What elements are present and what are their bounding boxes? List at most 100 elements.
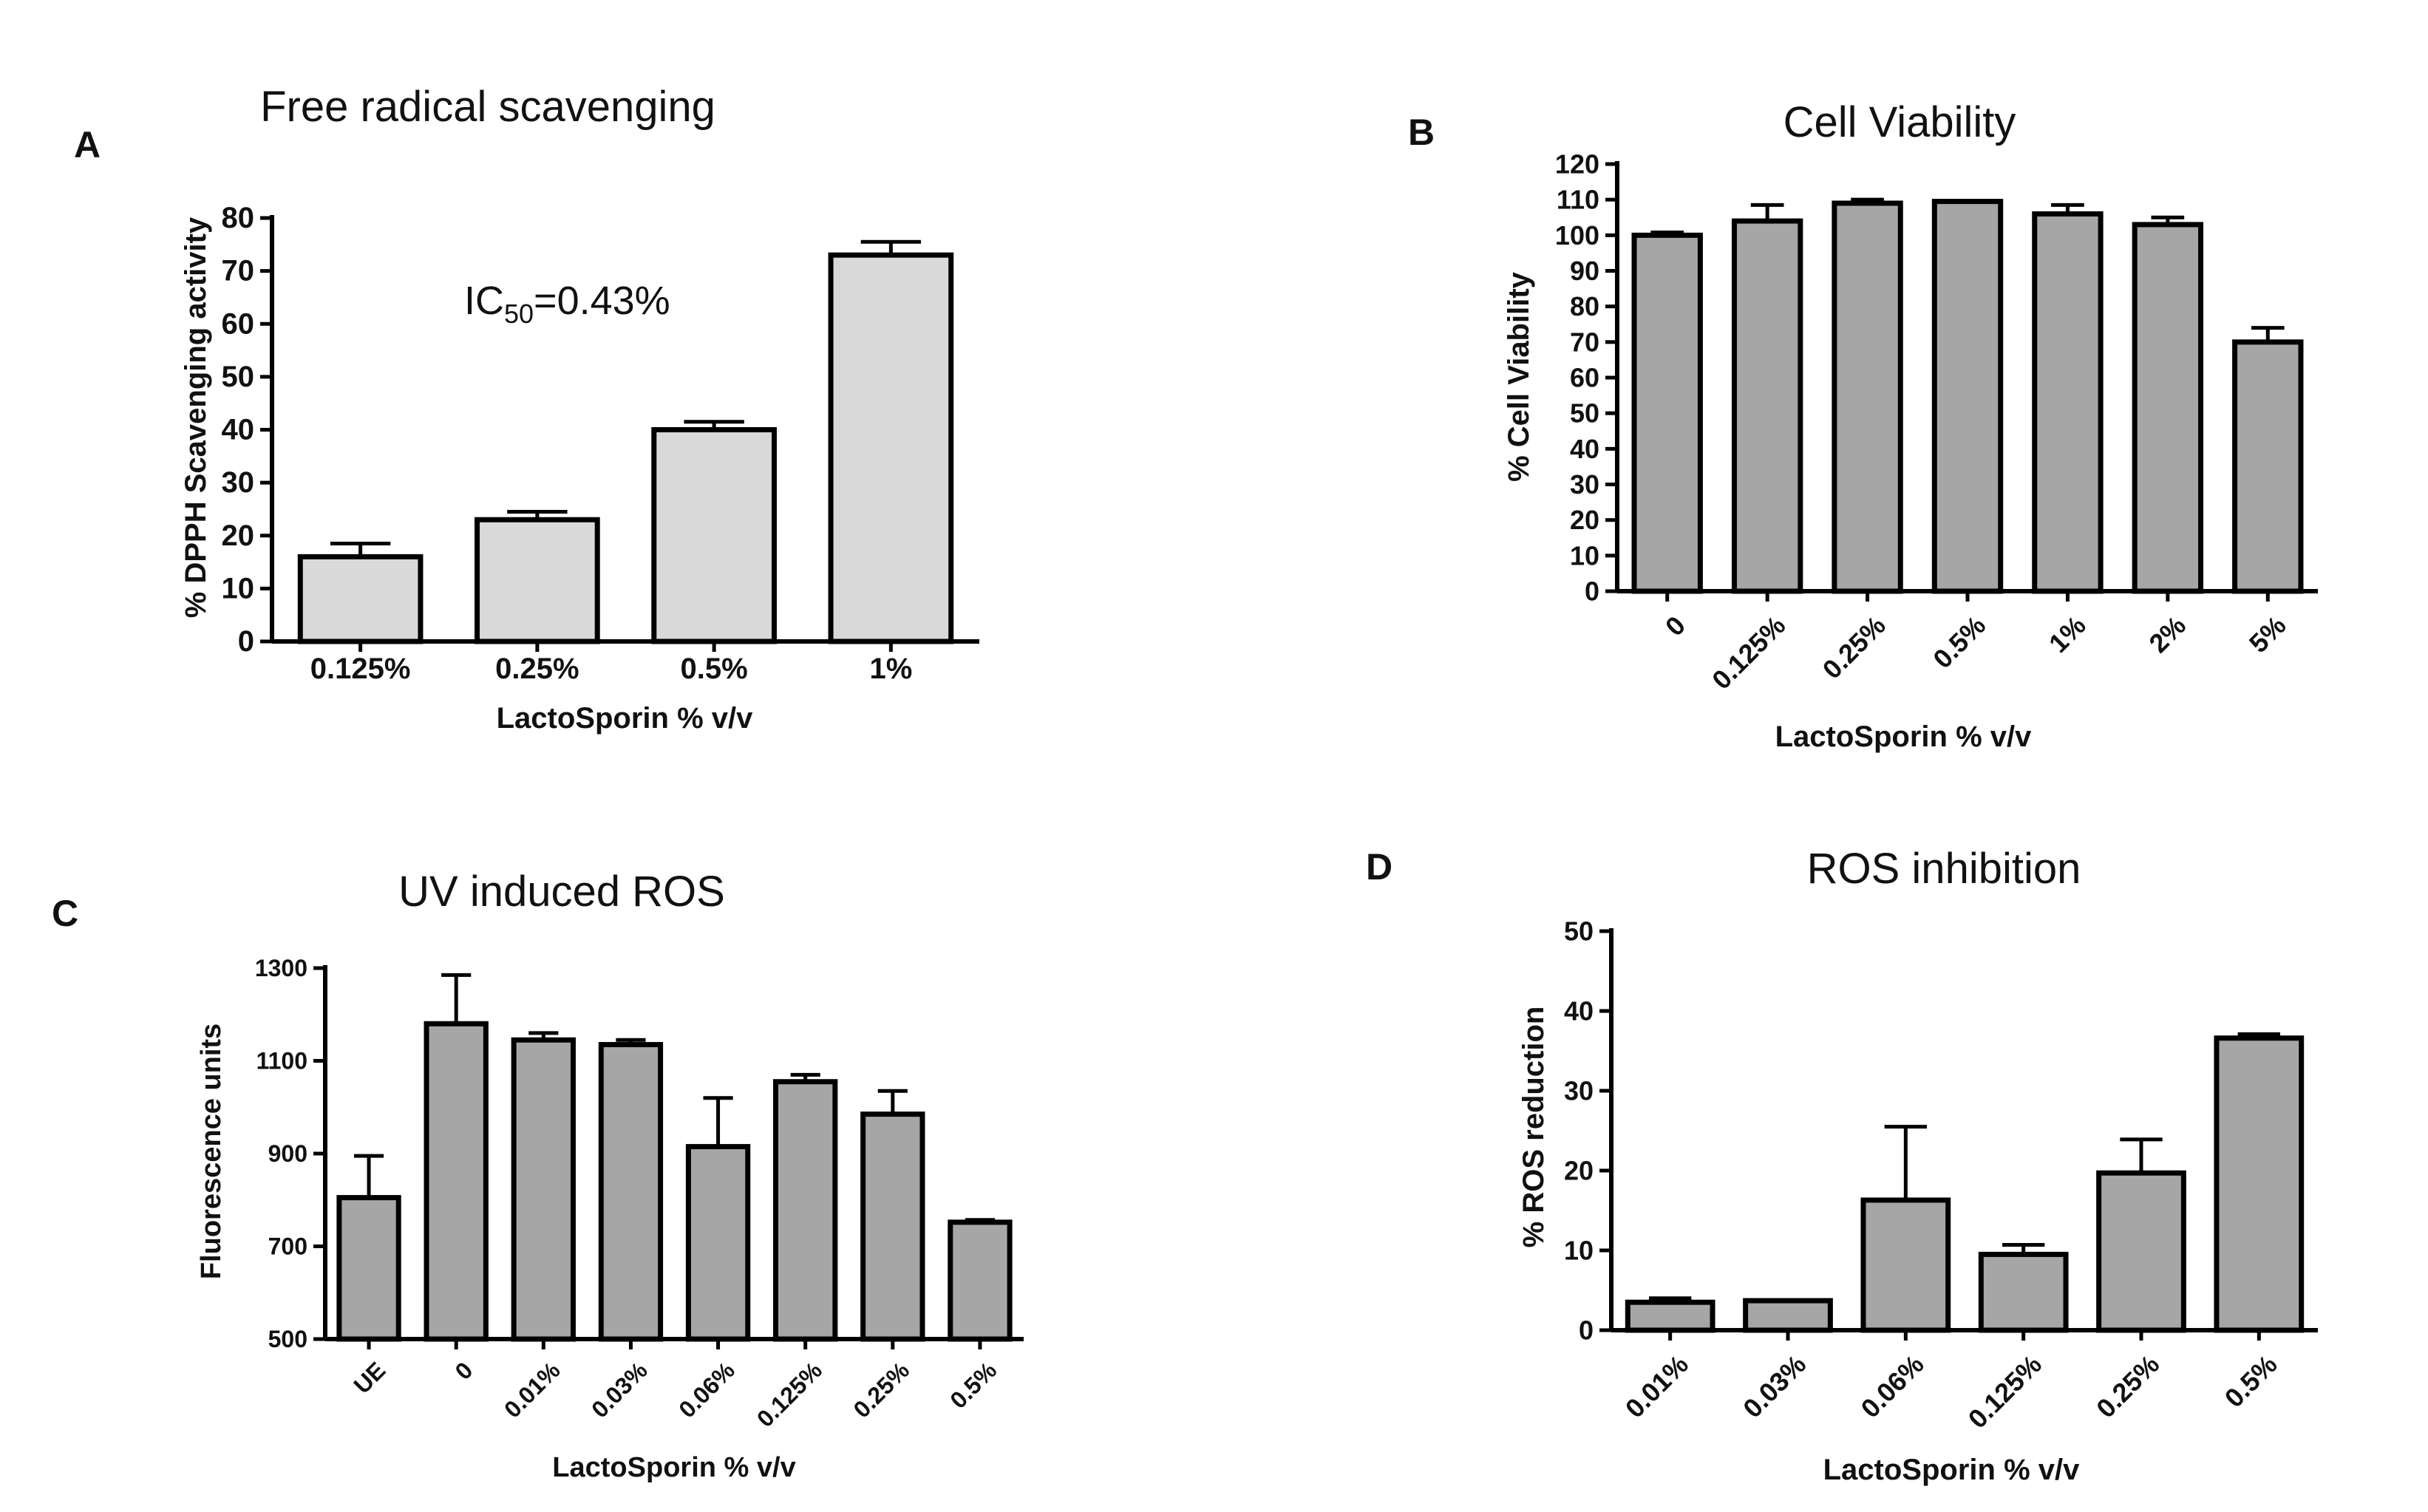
- panel-d-bar: [1860, 1197, 1951, 1333]
- panel-c-y-tick-label: 700: [268, 1233, 307, 1260]
- panel-d-category-label: 0.01%: [1619, 1349, 1694, 1423]
- panel-b-bar: [1832, 200, 1903, 594]
- panel-label-c: C: [52, 893, 78, 934]
- panel-d-y-tick-label: 50: [1564, 916, 1594, 947]
- panel-d-bar: [2214, 1035, 2305, 1333]
- panel-b-category-label: 0: [1659, 610, 1691, 641]
- panel-d-y-tick-label: 10: [1564, 1236, 1594, 1266]
- panel-d-y-tick-label: 20: [1564, 1156, 1594, 1186]
- panel-b: B Cell Viability % Cell Viability LactoS…: [1408, 98, 2318, 753]
- panel-a-x-axis-label: LactoSporin % v/v: [497, 702, 753, 735]
- panel-d-category-label: 0.125%: [1962, 1349, 2047, 1434]
- panel-a-bar: [651, 427, 777, 644]
- panel-c-category-label: 0.5%: [945, 1357, 1002, 1414]
- panel-c-bar: [860, 1111, 925, 1342]
- panel-a-plot: 0.125% 0.25% 0.5% 1% 0 10 20 30 40 50 60 70 80: [222, 202, 979, 685]
- panel-b-title: Cell Viability: [1783, 98, 2016, 146]
- panel-b-y-tick-label: 90: [1570, 256, 1599, 286]
- panel-d-y-tick-label: 30: [1564, 1076, 1594, 1106]
- panel-b-category-label: 2%: [2143, 610, 2191, 658]
- panel-c-category-label: 0.03%: [586, 1357, 653, 1423]
- panel-a-y-tick-label: 80: [222, 202, 255, 234]
- panel-c-y-tick-label: 500: [268, 1326, 307, 1352]
- panel-b-y-tick-label: 40: [1570, 434, 1599, 464]
- panel-d-y-tick-label: 40: [1564, 996, 1594, 1026]
- panel-c-bar: [598, 1042, 664, 1342]
- panel-d-title: ROS inhibition: [1807, 845, 2081, 893]
- panel-a: A Free radical scavenging % DPPH Scaveng…: [74, 83, 979, 735]
- panel-c: C UV induced ROS Fluorescence units Lact…: [52, 868, 1024, 1483]
- panel-b-bar: [1731, 218, 1803, 594]
- panel-a-y-axis-label: % DPPH Scavenging activity: [180, 217, 212, 618]
- panel-b-category-label: 0.5%: [1927, 610, 1991, 674]
- panel-c-bar: [336, 1195, 401, 1342]
- panel-label-d: D: [1366, 846, 1392, 888]
- panel-b-category-label: 1%: [2043, 610, 2092, 658]
- panel-c-y-axis-label: Fluorescence units: [196, 1024, 227, 1279]
- panel-c-y-tick-label: 1100: [256, 1048, 307, 1075]
- panel-d-bar: [1743, 1298, 1833, 1333]
- panel-d-bar: [2096, 1170, 2186, 1333]
- panel-a-y-tick-label: 70: [222, 255, 255, 287]
- panel-c-plot: UE 0 0.01% 0.03% 0.06% 0.125% 0.25% 0.5% 500 700 9…: [255, 955, 1024, 1432]
- panel-c-category-label: 0: [450, 1357, 478, 1385]
- panel-b-y-tick-label: 80: [1570, 291, 1599, 321]
- panel-a-category-label: 0.25%: [495, 653, 579, 685]
- panel-c-category-label: UE: [349, 1357, 391, 1399]
- panel-c-x-axis-label: LactoSporin % v/v: [552, 1452, 795, 1483]
- panel-b-y-tick-label: 20: [1570, 505, 1599, 535]
- panel-a-category-label: 0.125%: [310, 653, 411, 685]
- panel-b-y-tick-label: 30: [1570, 469, 1599, 500]
- panel-label-b: B: [1408, 112, 1435, 153]
- panel-c-title: UV induced ROS: [398, 868, 725, 916]
- panel-label-a: A: [74, 124, 101, 166]
- panel-a-y-tick-label: 20: [222, 520, 255, 552]
- panel-c-category-label: 0.125%: [752, 1357, 827, 1432]
- panel-d: D ROS inhibition % ROS reduction LactoSp…: [1366, 845, 2318, 1486]
- panel-c-y-tick-label: 1300: [255, 955, 307, 981]
- panel-a-y-tick-label: 30: [222, 466, 255, 499]
- panel-b-y-axis-label: % Cell Viability: [1503, 271, 1535, 482]
- panel-c-category-label: 0.06%: [673, 1357, 740, 1423]
- panel-c-bar: [948, 1219, 1013, 1342]
- panel-c-category-label: 0.25%: [849, 1357, 915, 1423]
- panel-d-x-axis-label: LactoSporin % v/v: [1823, 1454, 2080, 1486]
- panel-a-title: Free radical scavenging: [260, 83, 715, 131]
- panel-c-y-tick-label: 900: [268, 1140, 307, 1167]
- panel-b-y-tick-label: 10: [1570, 540, 1599, 571]
- panel-a-ic50-annotation: IC50=0.43%: [464, 279, 670, 329]
- panel-b-bar: [1931, 199, 2004, 594]
- panel-a-y-tick-label: 0: [238, 625, 254, 658]
- panel-b-bar: [2232, 339, 2304, 594]
- panel-d-category-label: 0.25%: [2090, 1349, 2165, 1423]
- panel-c-category-label: 0.01%: [499, 1357, 565, 1423]
- panel-a-bar: [828, 252, 954, 644]
- panel-b-bar: [1631, 232, 1703, 594]
- panel-c-bar: [424, 1021, 489, 1342]
- panel-b-bar: [2032, 211, 2104, 594]
- panel-b-plot: 0 0.125% 0.25% 0.5% 1% 2% 5% 0 10 20 30 40 50 60 70 80 9…: [1555, 149, 2318, 695]
- panel-b-y-tick-label: 0: [1585, 576, 1599, 607]
- panel-b-y-tick-label: 60: [1570, 363, 1599, 393]
- panel-d-bar: [1625, 1299, 1715, 1333]
- panel-d-category-label: 0.03%: [1737, 1349, 1812, 1423]
- panel-b-category-label: 0.125%: [1706, 610, 1791, 695]
- panel-a-y-tick-label: 50: [222, 361, 255, 393]
- panel-d-bar: [1978, 1251, 2069, 1333]
- panel-b-y-tick-label: 70: [1570, 327, 1599, 357]
- panel-c-bar: [511, 1037, 576, 1342]
- panel-d-plot: 0.01% 0.03% 0.06% 0.125% 0.25% 0.5% 0 10 20 30 40 5…: [1564, 916, 2318, 1434]
- panel-b-y-tick-label: 100: [1555, 220, 1599, 251]
- panel-a-y-tick-label: 40: [222, 414, 255, 446]
- panel-a-bar: [475, 517, 600, 644]
- panel-a-category-label: 0.5%: [681, 653, 748, 685]
- panel-b-y-tick-label: 50: [1570, 398, 1599, 429]
- panel-d-category-label: 0.06%: [1854, 1349, 1929, 1423]
- panel-b-bar: [2132, 222, 2204, 594]
- panel-a-category-label: 1%: [869, 653, 912, 685]
- panel-d-category-label: 0.5%: [2219, 1349, 2283, 1413]
- panel-c-bar: [685, 1144, 751, 1342]
- panel-a-y-tick-label: 10: [222, 572, 255, 605]
- panel-b-category-label: 0.25%: [1817, 610, 1891, 684]
